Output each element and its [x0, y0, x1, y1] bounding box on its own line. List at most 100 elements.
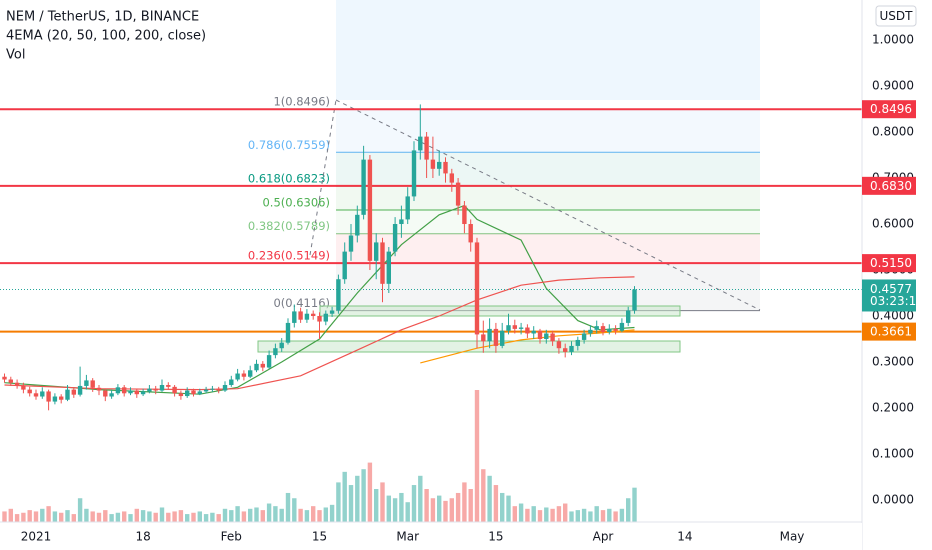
x-tick-label: Apr [593, 530, 614, 544]
candle-body [531, 330, 536, 334]
price-level-tag [862, 100, 916, 119]
candle-body [14, 382, 20, 386]
volume-bar [626, 498, 631, 522]
candle-body [292, 311, 297, 323]
volume-legend: Vol [6, 48, 25, 63]
candle-body [84, 380, 89, 386]
volume-bar [8, 508, 13, 522]
volume-bar [506, 495, 511, 522]
candle-body [311, 313, 316, 317]
y-tick-label: 0.9000 [872, 79, 914, 93]
fib-trend-line [309, 99, 337, 256]
volume-bar [260, 510, 266, 522]
volume-bar [455, 492, 461, 522]
volume-bar [304, 510, 310, 522]
candle-body [575, 339, 581, 346]
price-level-label: 0.6830 [870, 179, 912, 193]
volume-bar [46, 506, 51, 522]
currency-label[interactable]: USDT [880, 9, 914, 23]
countdown-label: 03:23:13 [870, 294, 924, 308]
candle-body [229, 379, 234, 386]
candle-body [405, 196, 410, 220]
volume-bar [33, 511, 39, 522]
candle-body [424, 136, 429, 160]
fib-band [336, 233, 760, 264]
volume-bar [581, 508, 587, 522]
candle-body [443, 161, 448, 174]
candle-body [52, 396, 58, 402]
candle-body [361, 159, 366, 215]
volume-bar [348, 485, 354, 522]
volume-bar [172, 511, 177, 522]
price-level-label: 0.8496 [870, 102, 912, 116]
volume-bar [229, 510, 234, 522]
candle-body [65, 389, 70, 400]
y-tick-label: 0.6000 [872, 217, 914, 231]
price-axis-bg [863, 0, 932, 550]
volume-bar [65, 510, 70, 522]
volume-bar [147, 511, 152, 522]
candle-body [197, 391, 203, 395]
volume-bar [273, 506, 278, 522]
fib-label: 0.382(0.5789) [248, 219, 330, 233]
volume-bar [531, 506, 536, 522]
volume-bar [588, 511, 593, 522]
candle-body [613, 328, 618, 331]
fib-label: 0.786(0.7559) [248, 138, 330, 152]
volume-bar [103, 510, 108, 522]
candle-body [115, 387, 121, 394]
candle-body [632, 289, 637, 311]
volume-bar [342, 471, 347, 522]
volume-bar [607, 508, 612, 522]
volume-bar [367, 462, 373, 522]
candle-body [455, 182, 461, 206]
volume-bar [424, 489, 429, 522]
fib-label: 0(0.4116) [273, 296, 330, 310]
candle-body [185, 390, 190, 397]
candle-body [569, 345, 574, 352]
volume-bar [52, 511, 58, 522]
fib-band [336, 263, 760, 311]
candle-body [285, 322, 291, 343]
candle-body [493, 328, 499, 346]
volume-bar [40, 508, 45, 522]
candle-body [140, 391, 146, 395]
candle-body [77, 385, 83, 395]
chart-title: NEM / TetherUS, 1D, BINANCE [6, 10, 199, 25]
volume-bar [323, 507, 329, 522]
y-tick-label: 0.0000 [872, 493, 914, 507]
volume-bar [84, 508, 89, 522]
volume-bar [481, 469, 486, 522]
volume-bar [405, 502, 410, 522]
volume-bar [399, 492, 404, 522]
volume-bar [550, 508, 555, 522]
price-level-label: 0.5150 [870, 256, 912, 270]
volume-bar [210, 512, 215, 522]
volume-bar [2, 511, 7, 522]
candle-body [348, 235, 354, 252]
volume-bar [77, 498, 83, 522]
x-tick-label: 18 [135, 530, 150, 544]
x-tick-label: 2021 [21, 530, 52, 544]
volume-bar [140, 510, 146, 522]
volume-bar [311, 506, 316, 522]
candle-body [518, 327, 524, 329]
volume-bar [266, 503, 272, 522]
candle-body [153, 388, 158, 391]
currency-button[interactable] [875, 5, 917, 27]
candle-body [21, 385, 26, 390]
x-tick-label: May [780, 530, 805, 544]
price-level-tag [862, 176, 916, 195]
volume-bar [128, 514, 133, 522]
candle-body [437, 161, 442, 169]
volume-bar [71, 514, 76, 522]
candle-body [46, 391, 51, 402]
candle-body [544, 333, 549, 340]
volume-bar [21, 512, 26, 522]
volume-bar [191, 512, 196, 522]
x-tick-label: Mar [396, 530, 419, 544]
candle-body [222, 385, 228, 391]
volume-bar [569, 511, 574, 522]
volume-bar [493, 485, 499, 522]
